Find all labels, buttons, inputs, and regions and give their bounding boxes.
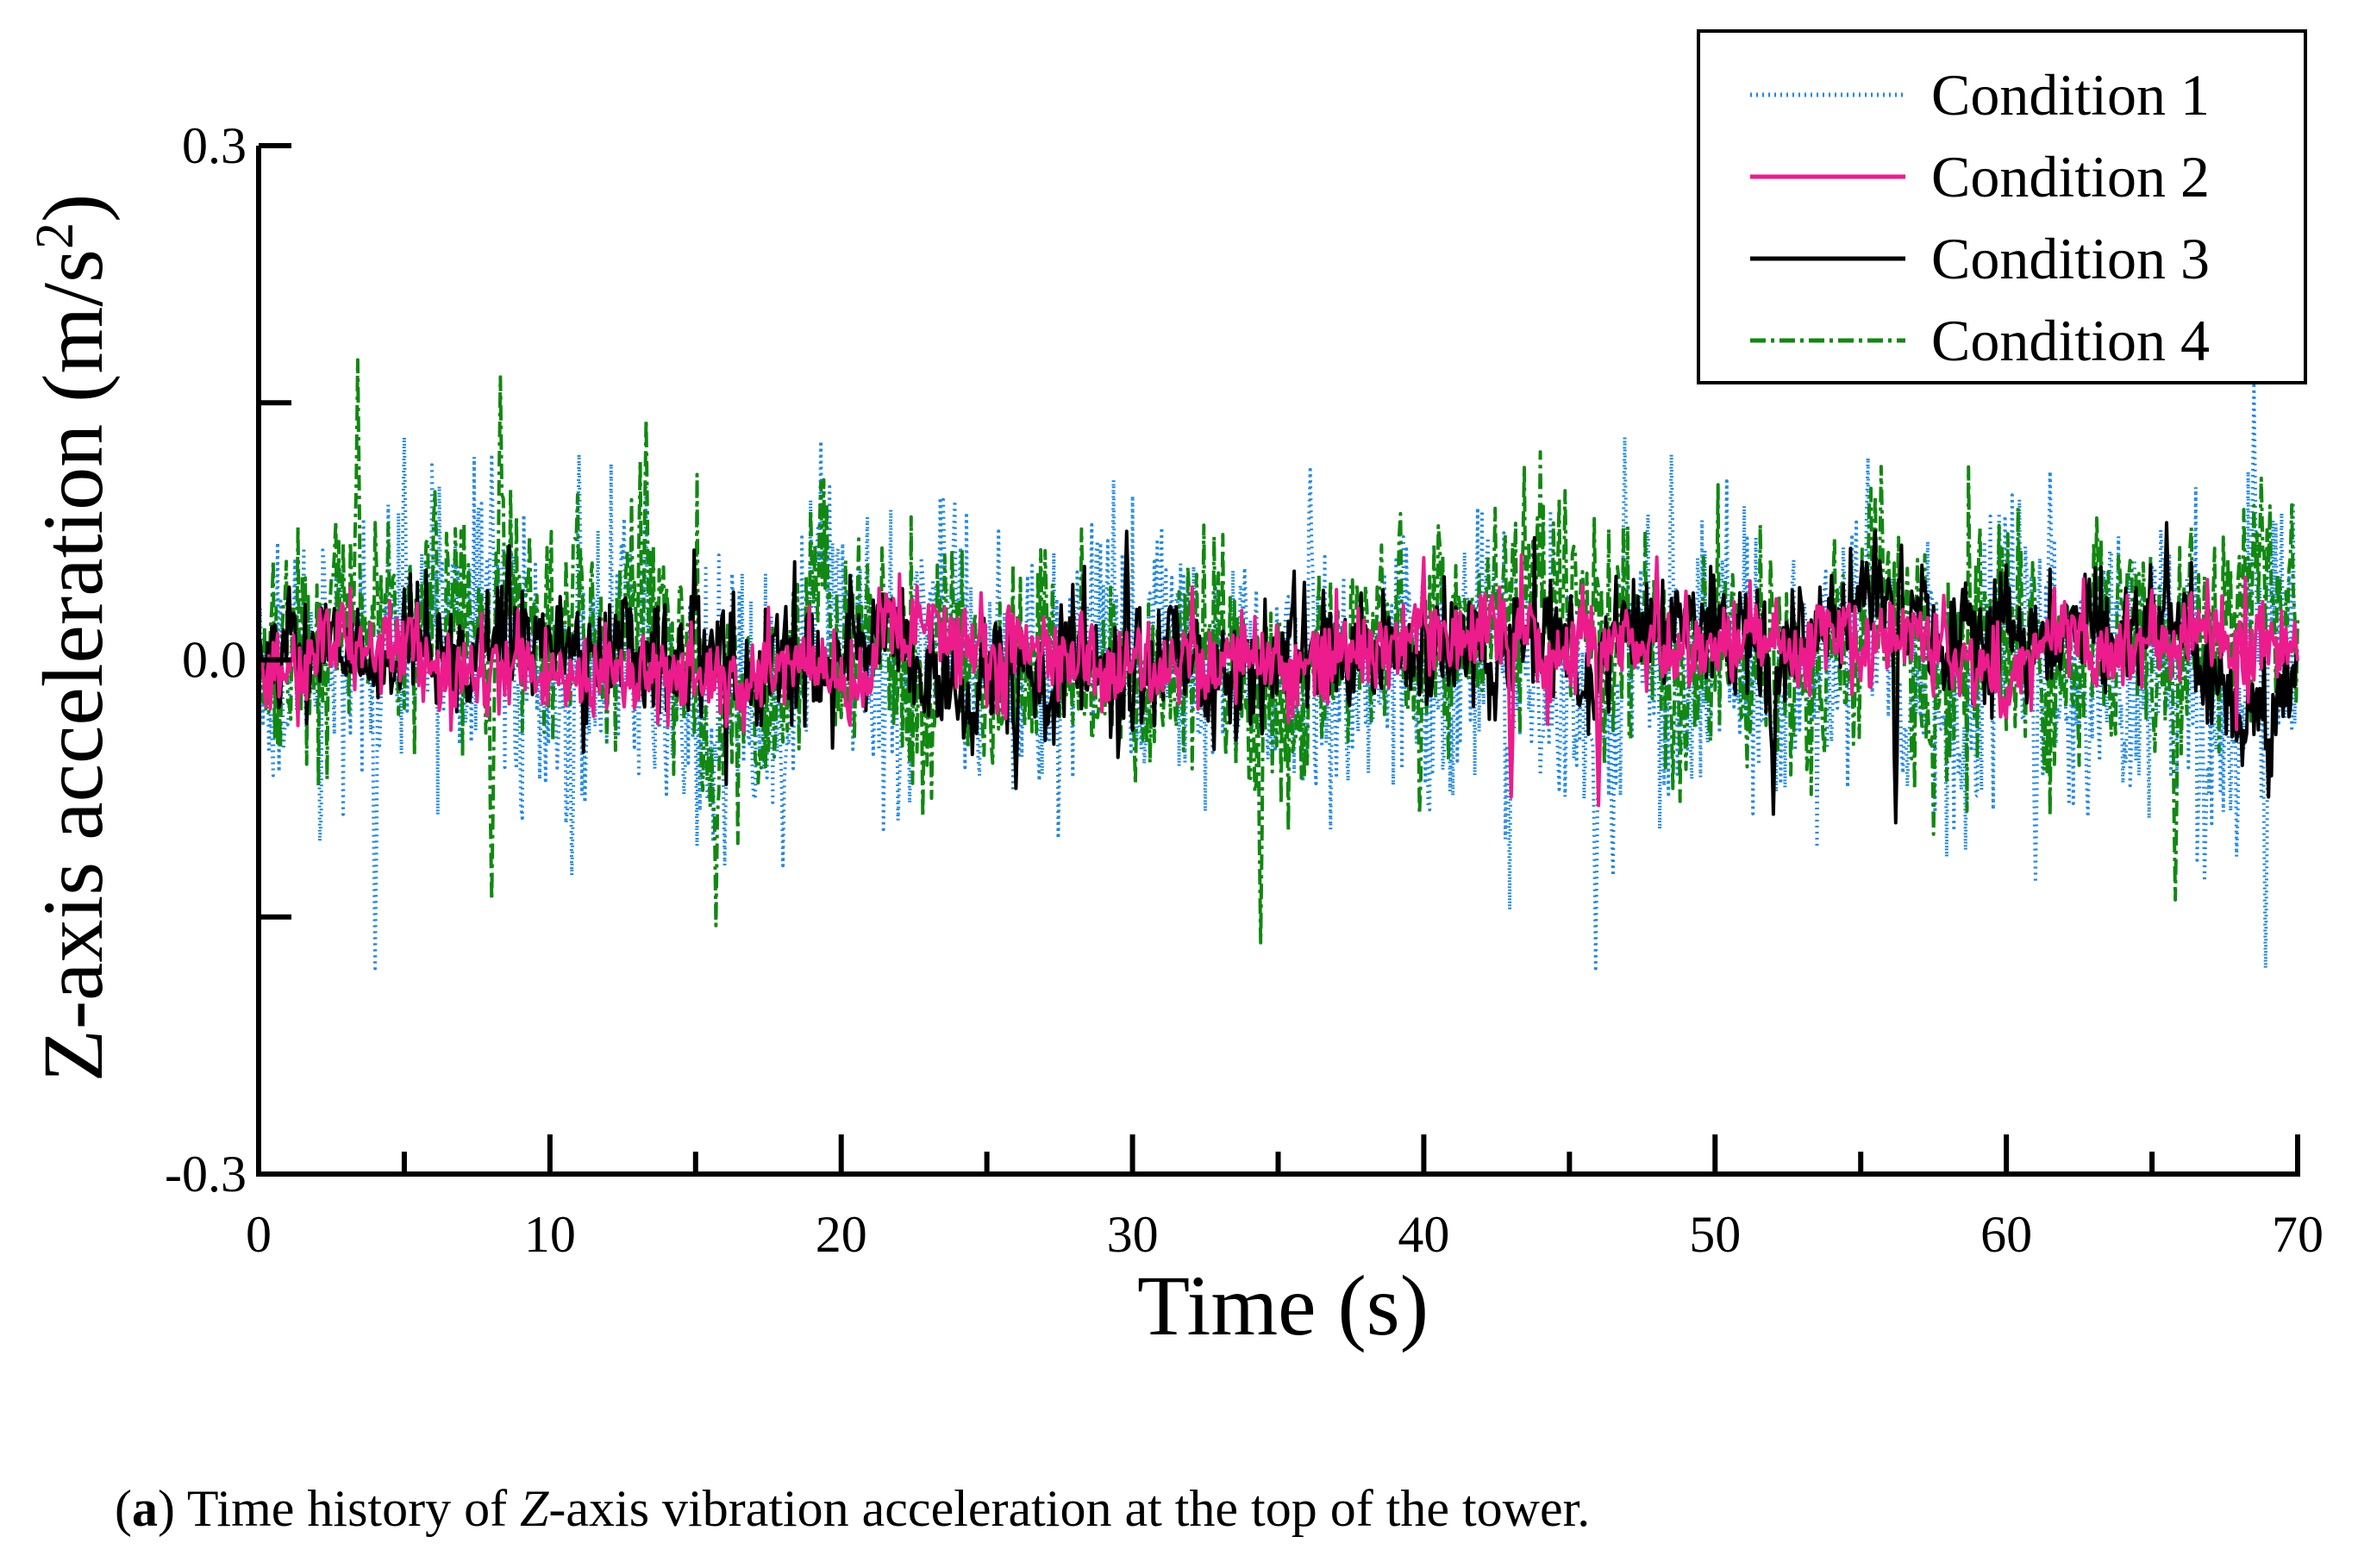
legend-label-condition-4: Condition 4 <box>1931 308 2210 373</box>
x-tick-label: 50 <box>1689 1206 1741 1263</box>
series-layer <box>257 358 2299 971</box>
x-tick-label: 20 <box>816 1206 867 1263</box>
series-line-condition-2 <box>257 553 2299 808</box>
y-tick-label: 0.3 <box>182 117 247 174</box>
figure-caption: (a) Time history of Z-axis vibration acc… <box>115 1480 1590 1537</box>
legend-label-condition-1: Condition 1 <box>1931 62 2210 128</box>
legend: Condition 1 Condition 2 Condition 3 Conditi… <box>1697 29 2307 384</box>
x-tick-label: 60 <box>1980 1206 2032 1263</box>
x-tick-label: 10 <box>524 1206 576 1263</box>
legend-label-condition-3: Condition 3 <box>1931 226 2210 291</box>
y-tick-label: -0.3 <box>165 1146 247 1203</box>
x-tick-label: 30 <box>1107 1206 1159 1263</box>
x-tick-label: 40 <box>1398 1206 1449 1263</box>
legend-label-condition-2: Condition 2 <box>1931 144 2210 209</box>
x-tick-label: 0 <box>246 1206 272 1263</box>
series-line-condition-1 <box>257 384 2299 971</box>
axes: -0.3 0.0 0.3 0 10 20 30 40 50 60 70 <box>165 117 2324 1263</box>
legend-box <box>1697 29 2307 384</box>
y-tick-label: 0.0 <box>182 632 247 689</box>
y-axis-label: Z-axis acceleration (m/s2) <box>25 194 121 1083</box>
x-tick-label: 70 <box>2272 1206 2324 1263</box>
x-axis-label: Time (s) <box>1137 1258 1429 1353</box>
